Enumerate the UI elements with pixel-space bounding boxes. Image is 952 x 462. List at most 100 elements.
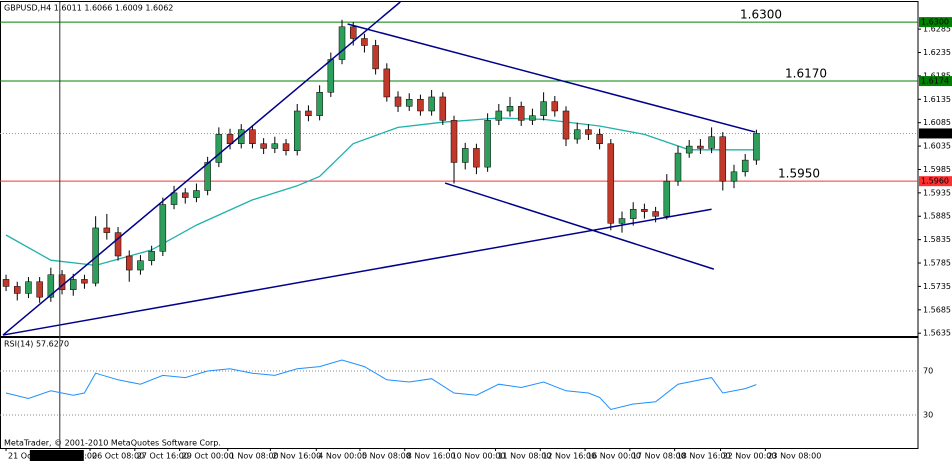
y-tick-label: 1.5835 xyxy=(923,235,951,244)
candle-body xyxy=(607,143,615,224)
level-axis-box xyxy=(919,76,952,87)
candle-body xyxy=(663,180,671,217)
candle-body xyxy=(338,26,346,60)
candle-body xyxy=(685,145,693,154)
candle-body xyxy=(417,99,424,112)
x-tick-label: 10 Nov 00:00 xyxy=(452,452,506,461)
y-tick-label: 1.6185 xyxy=(923,71,951,80)
candle-body xyxy=(13,286,21,294)
rsi-panel xyxy=(0,337,919,449)
candle-body xyxy=(585,129,592,135)
candle-body xyxy=(170,192,178,205)
candle-body xyxy=(618,218,626,224)
y-tick-label: 1.5685 xyxy=(923,305,951,314)
candle-body xyxy=(47,274,55,298)
candle-body xyxy=(484,120,491,168)
candle-body xyxy=(495,110,503,121)
candle-body xyxy=(159,204,167,252)
candle-body xyxy=(25,281,32,294)
y-tick-label: 1.5985 xyxy=(923,165,951,174)
x-tick-label: 18 Nov 16:00 xyxy=(677,452,731,461)
x-tick-label: 4 Nov 00:00 xyxy=(318,452,367,461)
y-tick-label: 70 xyxy=(923,367,933,376)
current-price-box xyxy=(919,128,952,139)
current-price-label: 1.6062 xyxy=(921,129,949,138)
candle-body xyxy=(641,208,648,212)
y-tick-label: 1.5735 xyxy=(923,282,951,291)
candle-body xyxy=(753,133,760,161)
rsi-line xyxy=(5,359,757,411)
candle-body xyxy=(316,92,323,116)
y-tick-label: 1.5635 xyxy=(923,329,951,338)
candle-body xyxy=(573,129,581,140)
level-axis-label: 1.6300 xyxy=(921,18,949,27)
candle-body xyxy=(674,152,682,182)
x-tick-label: 1 Nov 08:00 xyxy=(230,452,279,461)
candle-body xyxy=(506,106,514,112)
x-tick-label: 5 Nov 08:00 xyxy=(362,452,411,461)
candle-body xyxy=(215,134,223,163)
level-text: 1.6170 xyxy=(785,67,827,81)
candle-body xyxy=(540,101,547,116)
trendline xyxy=(444,182,715,270)
candle-body xyxy=(562,110,570,140)
x-tick-label: 16 Nov 00:00 xyxy=(587,452,641,461)
x-tick-label: 29 Oct 00:00 xyxy=(182,452,234,461)
moving-average xyxy=(5,117,757,267)
x-tick-label: 23 Nov 08:00 xyxy=(767,452,821,461)
level-text: 1.5950 xyxy=(778,167,820,181)
footer: MetaTrader, © 2001-2010 MetaQuotes Softw… xyxy=(4,439,221,448)
candle-body xyxy=(69,279,77,290)
candle-body xyxy=(237,129,245,144)
candle-body xyxy=(461,148,469,163)
x-tick-label: 26 Oct 08:00 xyxy=(92,452,144,461)
candle-body xyxy=(719,136,727,182)
candle-body xyxy=(652,211,659,217)
candle-body xyxy=(428,96,435,112)
candle-body xyxy=(204,162,211,191)
candle-body xyxy=(708,136,715,149)
level-text: 1.6300 xyxy=(740,8,782,22)
candle-body xyxy=(226,134,234,144)
crosshair-label: 2010.10.25 8:00 xyxy=(31,452,97,461)
candle-body xyxy=(596,134,603,144)
candle-body xyxy=(327,59,335,93)
x-tick-label: 2 Nov 16:00 xyxy=(272,452,321,461)
candle-body xyxy=(697,145,704,149)
candle-body xyxy=(2,279,10,287)
x-tick-label: 21 Oct 20 xyxy=(8,452,47,461)
candle-body xyxy=(305,110,312,116)
candle-body xyxy=(193,190,200,198)
candle-body xyxy=(260,143,267,149)
chart-title: GBPUSD,H4 1.6011 1.6066 1.6009 1.6062 xyxy=(4,4,173,13)
candle-body xyxy=(103,227,111,233)
candle-body xyxy=(450,120,458,163)
rsi-title: RSI(14) 57.6270 xyxy=(4,340,69,349)
y-tick-label: 1.5785 xyxy=(923,259,951,268)
level-axis-box xyxy=(919,17,952,28)
x-tick-label: 8 Nov 16:00 xyxy=(407,452,456,461)
y-tick-label: 1.6085 xyxy=(923,118,951,127)
x-tick-label: 11 Nov 08:00 xyxy=(497,452,551,461)
candle-body xyxy=(529,115,536,121)
crosshair-box xyxy=(29,450,84,461)
level-axis-label: 1.5960 xyxy=(921,177,949,186)
candle-body xyxy=(394,96,402,107)
candle-body xyxy=(551,101,559,112)
candle-body xyxy=(249,129,256,144)
candle-body xyxy=(517,106,525,121)
candle-body xyxy=(629,208,637,219)
candle-body xyxy=(405,99,413,107)
level-axis-box xyxy=(919,176,952,187)
y-tick-label: 30 xyxy=(923,411,933,420)
candle-body xyxy=(271,143,279,149)
level-axis-label: 1.6174 xyxy=(921,77,949,86)
x-tick-label: 12 Nov 16:00 xyxy=(542,452,596,461)
candle-body xyxy=(293,110,301,152)
y-tick-label: 1.6035 xyxy=(923,142,951,151)
candle-body xyxy=(81,279,88,284)
candle-body xyxy=(439,96,447,121)
